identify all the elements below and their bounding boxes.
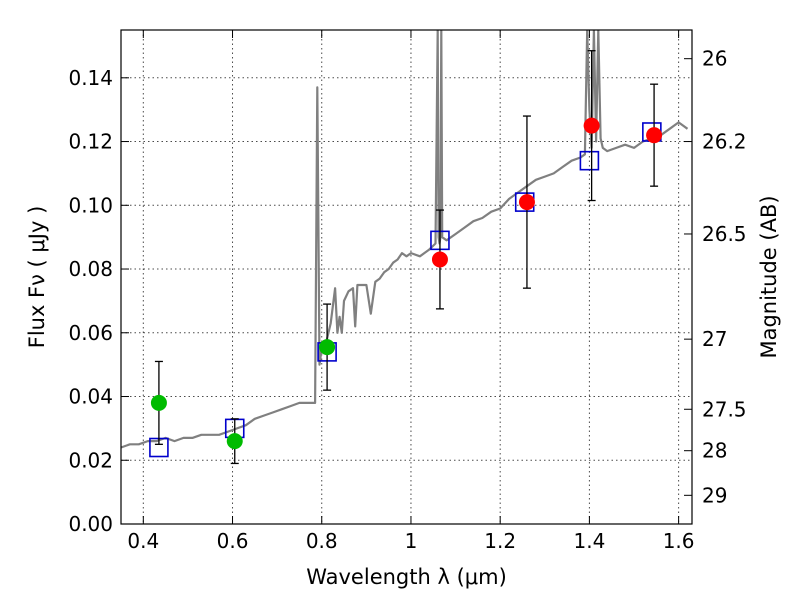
model-photometry-square (579, 150, 600, 171)
y-tick-label: 0.06 (68, 321, 113, 345)
y-axis-right-label: Magnitude (AB) (757, 195, 781, 358)
x-tick-label: 1 (405, 529, 418, 553)
plot-frame (120, 29, 693, 525)
x-tick-label: 1.6 (663, 529, 695, 553)
right-tick-label: 28 (702, 439, 727, 463)
y-axis-label: Flux Fν ( μJy ) (25, 206, 49, 349)
x-tick-label: 1.2 (484, 529, 516, 553)
spectrum-line (121, 30, 689, 449)
grid-lines (121, 30, 692, 525)
x-tick-label: 0.4 (127, 529, 159, 553)
right-tick-label: 26.5 (702, 222, 747, 246)
y-tick-label: 0.04 (68, 385, 113, 409)
right-tick-label: 27.5 (702, 397, 747, 421)
x-axis-label: Wavelength λ (μm) (306, 565, 507, 589)
clipped-series (121, 30, 689, 465)
observed-point (583, 117, 600, 134)
right-tick-label: 29 (702, 483, 727, 507)
x-tick-label: 0.8 (306, 529, 338, 553)
x-tick-label: 1.4 (573, 529, 605, 553)
y-tick-label: 0.02 (68, 448, 113, 472)
right-tick-label: 26.2 (702, 130, 747, 154)
observed-point (150, 394, 167, 411)
axis-ticks: 0.4 0.6 0.8 1 1.2 1.4 1.6 0.00 0.02 0.04 0.06 0.08 0… (68, 30, 747, 553)
observed-point (646, 127, 663, 144)
y-tick-label: 0.12 (68, 130, 113, 154)
observed-point (518, 194, 535, 211)
observed-point (431, 251, 448, 268)
y-tick-label: 0.08 (68, 257, 113, 281)
plot-series (121, 30, 689, 465)
right-tick-label: 27 (702, 327, 727, 351)
observed-point (226, 433, 243, 450)
observed-point (319, 339, 336, 356)
right-tick-label: 26 (702, 47, 727, 71)
x-tick-label: 0.6 (217, 529, 249, 553)
y-tick-label: 0.10 (68, 193, 113, 217)
y-tick-label: 0.00 (68, 512, 113, 536)
y-tick-label: 0.14 (68, 66, 113, 90)
